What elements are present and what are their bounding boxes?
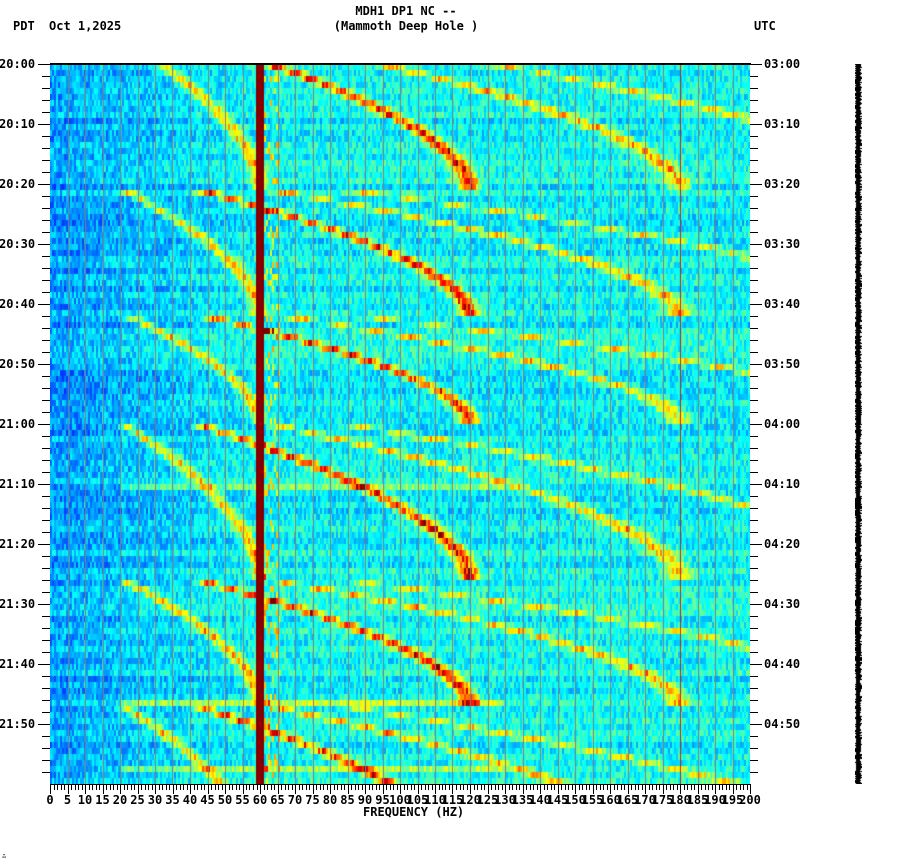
y-tick-label-left: 20:20 xyxy=(0,177,36,191)
x-tick-label: 115 xyxy=(441,793,464,807)
x-tick-label: 135 xyxy=(511,793,534,807)
x-tick-label: 70 xyxy=(287,793,303,807)
x-tick-label: 175 xyxy=(651,793,674,807)
y-tick-label-right: 04:20 xyxy=(764,537,801,551)
x-tick-label: 55 xyxy=(235,793,250,807)
y-tick-label-left: 20:30 xyxy=(0,237,36,251)
x-tick-label: 95 xyxy=(375,793,390,807)
x-tick-label: 10 xyxy=(77,793,93,807)
seismic-trace-strip xyxy=(855,64,862,784)
x-tick-label: 145 xyxy=(546,793,569,807)
x-tick-label: 130 xyxy=(494,793,516,807)
y-tick-label-left: 21:00 xyxy=(0,417,36,431)
x-tick-label: 170 xyxy=(634,793,656,807)
y-tick-label-right: 03:00 xyxy=(764,57,801,71)
x-tick-label: 0 xyxy=(46,793,54,807)
y-tick-label-right: 04:00 xyxy=(764,417,801,431)
x-tick-label: 180 xyxy=(669,793,691,807)
x-tick-label: 110 xyxy=(424,793,446,807)
right-timezone-label: UTC xyxy=(754,19,776,33)
spectrogram-plot xyxy=(50,64,750,784)
x-tick-label: 65 xyxy=(270,793,285,807)
x-tick-label: 15 xyxy=(95,793,110,807)
x-axis-title: FREQUENCY (HZ) xyxy=(363,805,465,819)
y-tick-label-left: 21:30 xyxy=(0,597,36,611)
x-tick-label: 120 xyxy=(459,793,481,807)
x-tick-label: 195 xyxy=(721,793,744,807)
y-tick-label-left: 20:00 xyxy=(0,57,36,71)
x-tick-label: 75 xyxy=(305,793,320,807)
x-tick-label: 190 xyxy=(704,793,726,807)
x-tick-label: 80 xyxy=(322,793,338,807)
x-tick-label: 85 xyxy=(340,793,355,807)
y-tick-label-left: 21:50 xyxy=(0,717,36,731)
x-tick-label: 5 xyxy=(63,793,72,807)
y-tick-label-right: 03:20 xyxy=(764,177,801,191)
x-tick-label: 90 xyxy=(357,793,373,807)
x-tick-label: 35 xyxy=(165,793,180,807)
y-tick-label-right: 04:40 xyxy=(764,657,801,671)
x-tick-label: 140 xyxy=(529,793,551,807)
x-tick-label: 185 xyxy=(686,793,709,807)
y-tick-label-left: 21:10 xyxy=(0,477,36,491)
x-tick-label: 40 xyxy=(182,793,198,807)
x-tick-label: 100 xyxy=(389,793,411,807)
x-tick-label: 50 xyxy=(217,793,233,807)
x-tick-label: 150 xyxy=(564,793,586,807)
y-tick-label-left: 20:40 xyxy=(0,297,36,311)
y-tick-label-left: 20:50 xyxy=(0,357,36,371)
y-tick-label-left: 21:20 xyxy=(0,537,36,551)
y-tick-label-left: 20:10 xyxy=(0,117,36,131)
y-tick-label-right: 03:30 xyxy=(764,237,801,251)
x-tick-label: 155 xyxy=(581,793,604,807)
chart-title-station: MDH1 DP1 NC -- xyxy=(355,4,457,18)
x-tick-label: 160 xyxy=(599,793,621,807)
y-tick-label-right: 03:10 xyxy=(764,117,801,131)
x-tick-label: 200 xyxy=(739,793,761,807)
y-tick-label-right: 04:30 xyxy=(764,597,801,611)
x-tick-label: 105 xyxy=(406,793,429,807)
y-tick-label-right: 03:50 xyxy=(764,357,801,371)
y-tick-label-right: 03:40 xyxy=(764,297,801,311)
y-tick-label-left: 21:40 xyxy=(0,657,36,671)
x-tick-label: 45 xyxy=(200,793,215,807)
left-timezone-label: PDT xyxy=(13,19,35,33)
chart-title-site: (Mammoth Deep Hole ) xyxy=(333,19,479,33)
y-tick-label-right: 04:10 xyxy=(764,477,801,491)
y-tick-label-right: 04:50 xyxy=(764,717,801,731)
x-tick-label: 20 xyxy=(112,793,128,807)
plot-top-border xyxy=(50,63,751,65)
spectrogram-heatmap xyxy=(50,64,750,784)
date-label: Oct 1,2025 xyxy=(49,19,122,33)
x-tick-label: 30 xyxy=(147,793,163,807)
x-tick-label: 165 xyxy=(616,793,639,807)
x-tick-label: 25 xyxy=(130,793,145,807)
x-tick-label: 125 xyxy=(476,793,499,807)
x-tick-label: 60 xyxy=(252,793,268,807)
corner-mark: ∴ xyxy=(2,852,7,860)
